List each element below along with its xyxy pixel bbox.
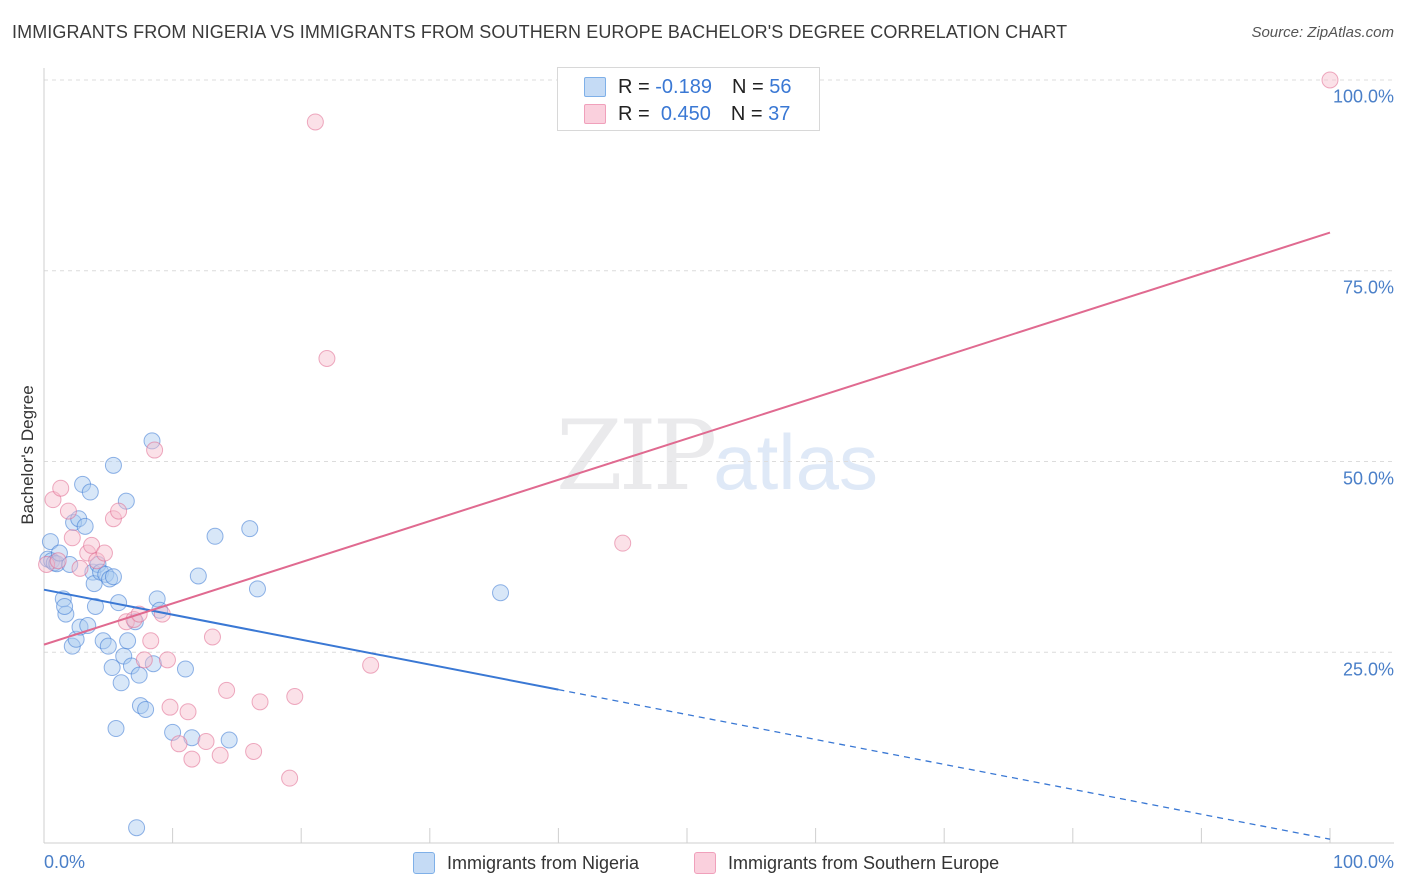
point-series0 <box>107 720 125 738</box>
point-series0 <box>99 637 117 655</box>
bottom-legend-seurope: Immigrants from Southern Europe <box>694 852 999 874</box>
bottom-legend-nigeria: Immigrants from Nigeria <box>413 852 639 874</box>
legend-r-value-nigeria: -0.189 <box>655 75 712 98</box>
source-label: Source: ZipAtlas.com <box>1251 24 1394 41</box>
point-series1 <box>161 698 179 716</box>
point-series0 <box>206 527 224 545</box>
trendline-series0 <box>43 588 559 691</box>
point-series1 <box>203 628 221 646</box>
point-series0 <box>76 517 94 535</box>
bottom-legend-swatch-nigeria <box>413 852 435 874</box>
point-series0 <box>112 674 130 692</box>
point-series1 <box>306 113 324 131</box>
point-series1 <box>251 693 269 711</box>
point-series0 <box>492 584 510 602</box>
stats-legend: R = -0.189 N = 56 R = 0.450 N = 37 <box>557 67 820 131</box>
point-series1 <box>318 349 336 367</box>
point-series1 <box>362 656 380 674</box>
point-series1 <box>135 651 153 669</box>
point-series0 <box>128 819 146 837</box>
point-series1 <box>83 536 101 554</box>
legend-r-value-seurope: 0.450 <box>660 102 711 125</box>
legend-row-seurope: R = 0.450 N = 37 <box>584 103 790 125</box>
legend-n-value-seurope: 37 <box>768 102 791 125</box>
legend-swatch-seurope <box>584 104 606 124</box>
point-series1 <box>1321 71 1339 89</box>
point-series1 <box>218 681 236 699</box>
point-series0 <box>248 580 266 598</box>
legend-swatch-nigeria <box>584 77 606 97</box>
point-series1 <box>197 733 215 751</box>
point-series0 <box>176 660 194 678</box>
point-series1 <box>211 746 229 764</box>
point-series0 <box>119 632 137 650</box>
point-series1 <box>52 479 70 497</box>
legend-row-nigeria: R = -0.189 N = 56 <box>584 76 791 98</box>
legend-n-label-seurope: N = <box>730 102 763 125</box>
y-axis-label: Bachelor's Degree <box>18 385 37 525</box>
point-series0 <box>56 597 74 615</box>
point-series1 <box>281 769 299 787</box>
point-series1 <box>158 651 176 669</box>
point-series0 <box>220 731 238 749</box>
point-series0 <box>137 700 155 718</box>
x-tick-100: 100.0% <box>1332 852 1394 872</box>
chart-title: IMMIGRANTS FROM NIGERIA VS IMMIGRANTS FR… <box>12 22 1068 42</box>
point-series0 <box>104 456 122 474</box>
legend-r-label-nigeria: R = <box>618 75 650 98</box>
point-series0 <box>86 597 104 615</box>
point-series0 <box>41 533 59 551</box>
trendline-dashed-series0 <box>558 688 1331 840</box>
y-tick-75: 75.0% <box>1342 277 1394 298</box>
point-series1 <box>146 441 164 459</box>
point-series1 <box>183 750 201 768</box>
watermark: ZIPatlas <box>556 400 878 512</box>
point-series1 <box>59 502 77 520</box>
point-series0 <box>241 520 259 538</box>
bottom-legend-swatch-seurope <box>694 852 716 874</box>
point-series1 <box>63 529 81 547</box>
legend-n-value-nigeria: 56 <box>769 75 792 98</box>
point-series0 <box>104 568 122 586</box>
legend-n-label-nigeria: N = <box>731 75 764 98</box>
trendline-series1 <box>43 231 1331 646</box>
point-series1 <box>614 534 632 552</box>
point-series1 <box>142 632 160 650</box>
point-series0 <box>103 659 121 677</box>
point-series0 <box>81 483 99 501</box>
x-tick-0: 0.0% <box>44 852 86 872</box>
bottom-legend-label-seurope: Immigrants from Southern Europe <box>728 852 1000 873</box>
watermark-zip: ZIP <box>556 400 717 512</box>
point-series0 <box>144 655 162 673</box>
point-series1 <box>286 688 304 706</box>
point-series1 <box>170 735 188 753</box>
point-series0 <box>130 666 148 684</box>
point-series0 <box>94 632 112 650</box>
point-series0 <box>189 567 207 585</box>
point-series1 <box>110 502 128 520</box>
point-series1 <box>71 559 89 577</box>
y-tick-100: 100.0% <box>1332 86 1394 107</box>
y-tick-50: 50.0% <box>1342 468 1394 489</box>
bottom-legend-label-nigeria: Immigrants from Nigeria <box>447 852 640 873</box>
point-series1 <box>179 703 197 721</box>
y-tick-25: 25.0% <box>1342 659 1394 680</box>
legend-r-label-seurope: R = <box>618 102 650 125</box>
point-series1 <box>49 552 67 570</box>
point-series1 <box>245 742 263 760</box>
point-series1 <box>95 544 113 562</box>
